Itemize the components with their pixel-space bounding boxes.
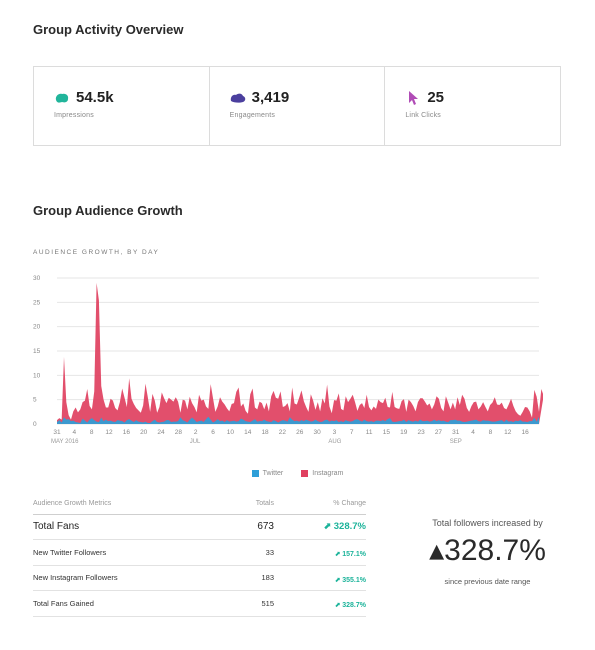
x-tick-label: 27 [435,429,443,436]
x-tick-label: 12 [105,429,113,436]
month-label: MAY 2016 [51,439,79,445]
metrics-table: Audience Growth Metrics Totals % Change … [33,494,366,617]
summary-arrow-icon: ▴ [429,534,445,567]
x-tick-label: 8 [90,429,94,436]
series-area-instagram [57,282,543,424]
x-tick-label: 16 [522,429,530,436]
metric-label: New Instagram Followers [33,565,220,591]
metric-total: 183 [220,565,280,591]
chart-legend: Twitter Instagram [0,470,595,477]
link-clicks-label: Link Clicks [405,112,441,119]
table-row: New Instagram Followers 183 ⬈ 355.1% [33,565,366,591]
instagram-swatch [301,470,309,477]
trend-up-icon: ⬈ [334,602,343,610]
x-tick-label: 15 [383,429,391,436]
month-label: JUL [190,439,201,445]
table-row: New Twitter Followers 33 ⬈ 157.1% [33,539,366,566]
twitter-swatch [251,470,259,477]
metrics-header-name: Audience Growth Metrics [33,494,220,515]
metric-change: 355.1% [342,576,366,584]
metric-label: Total Fans [33,514,220,540]
x-tick-label: 7 [350,429,354,436]
month-label: SEP [450,439,462,445]
metric-total: 515 [220,590,280,617]
legend-instagram[interactable]: Instagram [301,470,343,477]
x-tick-label: 10 [227,429,235,436]
x-tick-label: 12 [504,429,512,436]
engagements-label: Engagements [229,112,276,119]
x-tick-label: 14 [244,429,252,436]
metrics-header-totals: Totals [220,494,280,515]
engagements-value: 3,419 [251,89,290,106]
trend-up-icon: ⬈ [334,576,343,584]
x-tick-label: 4 [73,429,77,436]
engagements-card: 3,419 Engagements [210,67,386,145]
link-clicks-card: 25 Link Clicks [385,67,560,145]
y-tick-label: 5 [33,397,37,404]
summary-title: Total followers increased by [432,518,543,528]
trend-up-icon: ⬈ [334,551,343,559]
trend-up-icon: ⬈ [323,521,334,533]
x-tick-label: 4 [471,429,475,436]
impressions-icon [55,93,69,103]
impressions-value: 54.5k [76,89,114,106]
y-tick-label: 10 [33,372,41,379]
metric-change: 328.7% [342,602,366,610]
legend-twitter-label: Twitter [262,470,284,477]
metrics-header-row: Audience Growth Metrics Totals % Change [33,494,366,515]
month-label: AUG [328,439,341,445]
metric-total: 673 [220,514,280,540]
engagements-icon [230,93,245,103]
x-tick-label: 30 [313,429,321,436]
metric-label: Total Fans Gained [33,590,220,617]
x-tick-label: 24 [157,429,165,436]
y-tick-label: 15 [33,348,41,355]
x-tick-label: 31 [452,429,460,436]
x-tick-label: 22 [279,429,287,436]
activity-cards: 54.5k Impressions 3,419 Engagements 25 L… [33,66,561,146]
metric-change: 328.7% [333,521,366,533]
impressions-card: 54.5k Impressions [34,67,210,145]
metric-label: New Twitter Followers [33,539,220,566]
x-tick-label: 31 [53,429,61,436]
x-tick-label: 16 [123,429,131,436]
y-tick-label: 20 [33,324,41,331]
metric-change: 157.1% [342,551,366,559]
x-tick-label: 8 [489,429,493,436]
activity-overview-title: Group Activity Overview [33,22,184,37]
x-tick-label: 28 [175,429,183,436]
series-area-twitter [57,416,539,424]
y-tick-label: 30 [33,275,41,282]
x-tick-label: 11 [366,429,373,436]
table-row: Total Fans 673 ⬈ 328.7% [33,514,366,540]
impressions-label: Impressions [54,112,94,119]
summary-value-text: 328.7% [444,534,546,567]
link-clicks-value: 25 [427,89,445,106]
x-tick-label: 2 [194,429,198,436]
x-tick-label: 20 [140,429,148,436]
table-row: Total Fans Gained 515 ⬈ 328.7% [33,590,366,617]
x-tick-label: 19 [400,429,408,436]
metrics-header-change: % Change [280,494,366,515]
summary-value: ▴328.7% [405,533,570,568]
legend-twitter[interactable]: Twitter [251,470,284,477]
link-clicks-icon [409,90,419,105]
y-tick-label: 0 [33,421,37,428]
x-tick-label: 6 [211,429,215,436]
x-tick-label: 23 [417,429,425,436]
chart-label: AUDIENCE GROWTH, BY DAY [33,249,160,256]
legend-instagram-label: Instagram [312,470,344,477]
x-tick-label: 26 [296,429,304,436]
x-tick-label: 18 [261,429,269,436]
x-tick-label: 3 [333,429,337,436]
summary-subtitle: since previous date range [444,577,531,586]
metric-total: 33 [220,539,280,566]
audience-growth-title: Group Audience Growth [33,203,183,218]
y-tick-label: 25 [33,299,41,306]
